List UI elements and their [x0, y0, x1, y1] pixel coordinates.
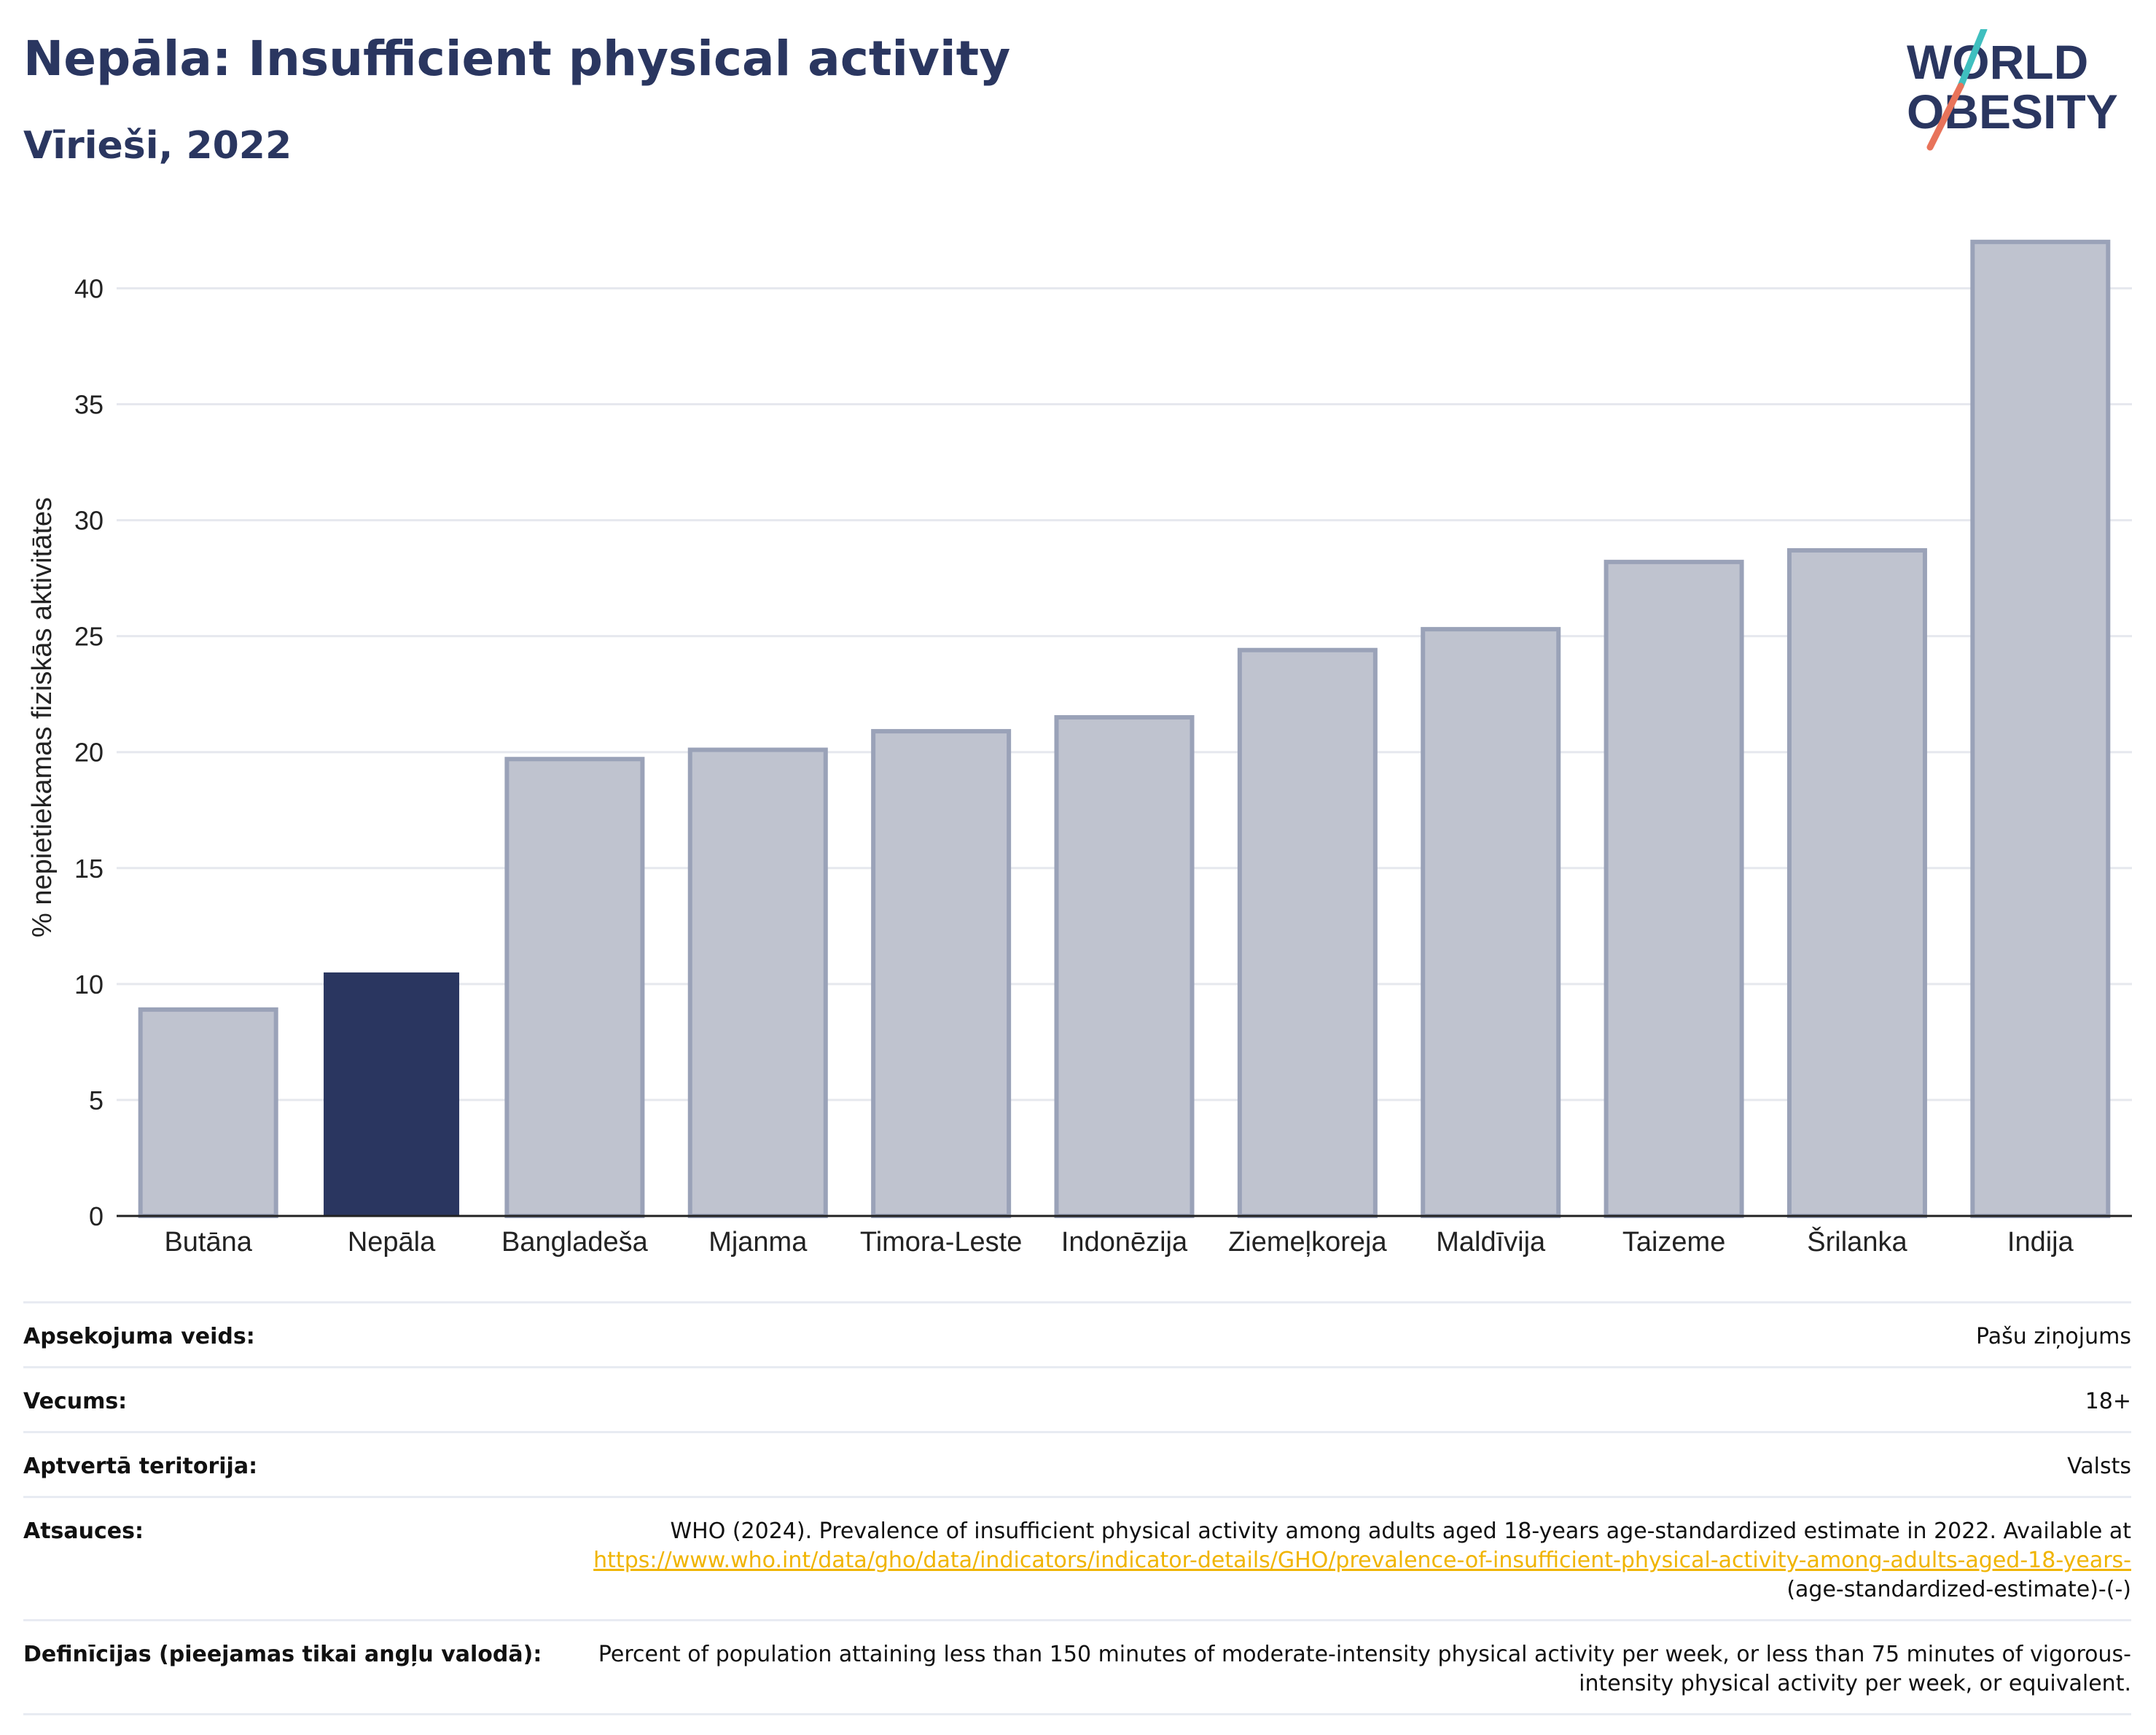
x-tick-label: Mjanma	[708, 1227, 808, 1258]
bar-comparison	[1054, 715, 1195, 1218]
axes: 0 5 10 15 20 25 30 35 40 Butāna Nepāla Bangladeša Mj…	[74, 273, 2132, 1258]
meta-value-references: WHO (2024). Prevalence of insufficient p…	[571, 1517, 2131, 1605]
bar-comparison	[1970, 239, 2111, 1218]
x-tick-label: Maldīvija	[1436, 1227, 1546, 1258]
bar-comparison	[687, 747, 828, 1218]
x-tick-label: Šrilanka	[1807, 1225, 1907, 1258]
meta-row-coverage: Aptvertā teritorija: Valsts	[23, 1431, 2131, 1496]
y-tick-label: 35	[74, 390, 103, 420]
page-title: Nepāla: Insufficient physical activity	[23, 31, 1011, 87]
reference-link[interactable]: https://www.who.int/data/gho/data/indica…	[593, 1548, 2131, 1573]
meta-row-references: Atsauces: WHO (2024). Prevalence of insu…	[23, 1496, 2131, 1619]
metadata-table: Apsekojuma veids: Pašu ziņojums Vecums: …	[23, 1301, 2131, 1715]
y-tick-label: 30	[74, 506, 103, 536]
x-tick-label: Butāna	[164, 1227, 252, 1258]
world-obesity-logo: WORLD OBESITY	[1907, 29, 2118, 151]
meta-label: Aptvertā teritorija:	[23, 1454, 258, 1479]
x-tick-label: Nepāla	[348, 1227, 436, 1258]
meta-label: Atsauces:	[23, 1518, 144, 1544]
meta-label: Vecums:	[23, 1389, 128, 1414]
x-tick-label: Taizeme	[1622, 1227, 1726, 1258]
meta-row-definitions: Definīcijas (pieejamas tikai angļu valod…	[23, 1619, 2131, 1715]
bar-comparison	[1237, 647, 1378, 1218]
bar-comparison	[504, 757, 645, 1218]
bar-comparison	[1786, 547, 1927, 1218]
bar-comparison	[1604, 559, 1744, 1218]
bar-highlight	[324, 972, 460, 1216]
meta-label: Definīcijas (pieejamas tikai angļu valod…	[23, 1642, 542, 1667]
x-tick-label: Ziemeļkoreja	[1228, 1227, 1387, 1258]
reference-suffix: (age-standardized-estimate)-(-)	[1786, 1577, 2131, 1602]
bar-comparison	[138, 1007, 278, 1219]
y-axis-label-group: % nepietiekamas fiziskās aktivitātes	[27, 497, 58, 937]
page-subtitle: Vīrieši, 2022	[23, 124, 292, 168]
x-tick-label: Timora-Leste	[860, 1227, 1022, 1258]
y-tick-label: 40	[74, 273, 103, 303]
y-tick-label: 0	[89, 1201, 103, 1231]
logo-slash-bottom	[1926, 82, 1964, 151]
x-tick-label: Bangladeša	[501, 1227, 649, 1258]
reference-text: WHO (2024). Prevalence of insufficient p…	[670, 1518, 2131, 1544]
x-tick-label: Indonēzija	[1061, 1227, 1188, 1258]
y-axis-label: % nepietiekamas fiziskās aktivitātes	[27, 497, 58, 937]
meta-row-age: Vecums: 18+	[23, 1366, 2131, 1431]
bar-chart: 0 5 10 15 20 25 30 35 40 Butāna Nepāla Bangladeša Mj…	[27, 239, 2132, 1258]
meta-label: Apsekojuma veids:	[23, 1324, 255, 1349]
meta-value: Percent of population attaining less tha…	[598, 1642, 2131, 1696]
bar-comparison	[1421, 627, 1561, 1218]
bar-comparison	[871, 729, 1012, 1218]
x-tick-label: Indija	[2007, 1227, 2074, 1258]
y-tick-label: 10	[74, 970, 103, 999]
y-tick-label: 25	[74, 622, 103, 652]
meta-value: 18+	[2085, 1389, 2131, 1414]
logo-text-world: WORLD	[1907, 35, 2088, 89]
bars	[138, 239, 2111, 1219]
logo-slash-top	[1957, 29, 1988, 90]
y-tick-label: 15	[74, 854, 103, 884]
meta-row-survey-type: Apsekojuma veids: Pašu ziņojums	[23, 1301, 2131, 1366]
y-tick-label: 5	[89, 1085, 103, 1115]
meta-value: Pašu ziņojums	[1976, 1324, 2131, 1349]
meta-value: Valsts	[2067, 1454, 2131, 1479]
y-tick-label: 20	[74, 738, 103, 768]
